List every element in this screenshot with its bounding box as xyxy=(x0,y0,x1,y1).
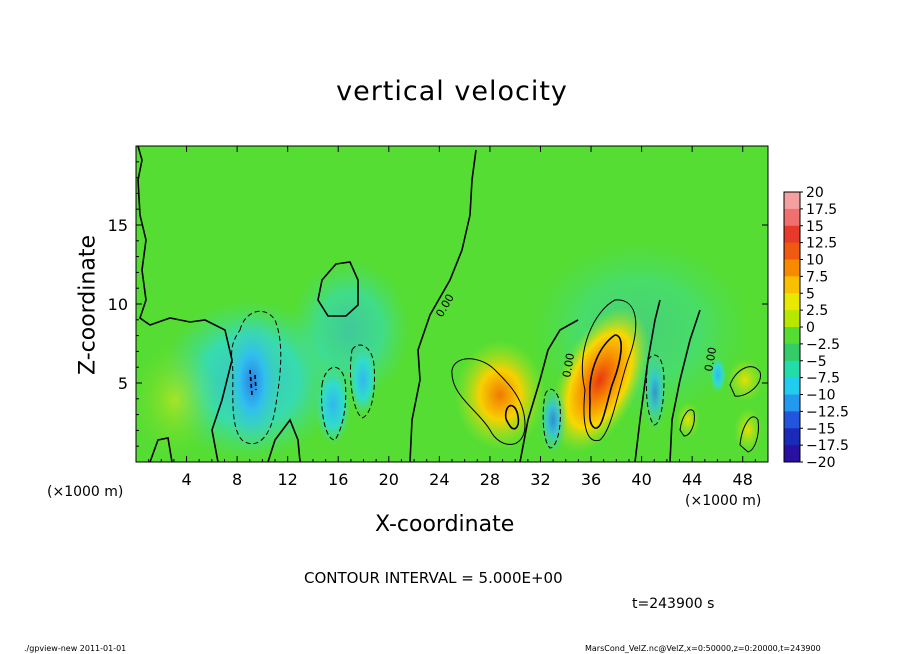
footer-right: MarsCond_VelZ.nc@VelZ,x=0:50000,z=0:2000… xyxy=(585,644,821,653)
velocity-field: 0.00 0.00 0.00 xyxy=(136,146,768,462)
colorbar-swatch-8 xyxy=(784,327,800,345)
colorbar-label-8: 0 xyxy=(806,320,815,336)
updraft-second xyxy=(455,340,545,450)
x-tick-label-24: 24 xyxy=(429,470,449,489)
x-tick-label-40: 40 xyxy=(631,470,651,489)
contour-neg-3 xyxy=(349,344,375,419)
contour-pos-second-inner xyxy=(504,404,520,430)
contour-neg-2 xyxy=(321,367,347,441)
colorbar-swatch-15 xyxy=(784,445,800,463)
colorbar-label-0: 20 xyxy=(806,185,824,201)
colorbar-swatch-12 xyxy=(784,394,800,412)
x-unit-label-left: (×1000 m) xyxy=(47,484,124,500)
y-tick-label-5: 5 xyxy=(118,374,128,393)
contour-zero-left xyxy=(137,146,233,462)
downdraft-second xyxy=(315,365,351,445)
colorbar-label-16: −20 xyxy=(806,455,836,471)
colorbar-label-5: 7.5 xyxy=(806,269,828,285)
contour-zero-bottom2 xyxy=(267,418,301,462)
contour-lines xyxy=(137,146,761,462)
contour-zero-right-a xyxy=(519,319,579,462)
contour-label-3: 0.00 xyxy=(702,346,719,372)
colorbar-swatch-11 xyxy=(784,377,800,395)
colorbar-swatch-2 xyxy=(784,225,800,244)
x-tick-label-28: 28 xyxy=(480,470,500,489)
contour-pos-main-outer xyxy=(581,299,637,442)
colorbar: 2017.51512.5107.552.50−2.5−5−7.5−10−12.5… xyxy=(783,185,849,471)
y-axis: 5 10 15 xyxy=(108,161,768,447)
updraft-right1 xyxy=(727,358,763,402)
colorbar-label-13: −12.5 xyxy=(806,404,849,420)
colorbar-swatch-5 xyxy=(784,276,800,294)
y-tick-label-15: 15 xyxy=(108,216,128,235)
colorbar-label-4: 10 xyxy=(806,253,824,269)
colorbar-swatch-13 xyxy=(784,411,800,429)
colorbar-label-10: −5 xyxy=(806,354,827,370)
time-label: t=243900 s xyxy=(632,596,715,612)
colorbar-swatch-0 xyxy=(784,192,800,210)
x-axis-label: X-coordinate xyxy=(375,512,515,537)
colorbar-swatch-3 xyxy=(784,242,800,260)
colorbar-swatch-4 xyxy=(784,259,800,277)
colorbar-label-3: 12.5 xyxy=(806,236,837,252)
colorbar-swatch-1 xyxy=(784,208,800,227)
x-unit-label-right: (×1000 m) xyxy=(685,493,762,509)
downdraft-sixth xyxy=(710,357,726,393)
yellow-tint-left xyxy=(136,340,220,460)
downdraft-third xyxy=(349,345,377,415)
contour-pos-main-inner xyxy=(588,334,622,429)
x-tick-label-8: 8 xyxy=(232,470,242,489)
x-tick-label-20: 20 xyxy=(379,470,399,489)
colorbar-swatch-6 xyxy=(784,293,800,311)
colorbar-swatch-14 xyxy=(784,428,800,446)
contour-zero-right-c xyxy=(669,309,701,462)
updraft-right2 xyxy=(734,408,762,452)
contour-neg-main-inner xyxy=(249,369,257,396)
colorbar-swatch-9 xyxy=(784,343,800,362)
y-tick-label-10: 10 xyxy=(108,295,128,314)
footer-left: ./gpview-new 2011-01-01 xyxy=(24,644,127,653)
colorbar-label-2: 15 xyxy=(806,219,824,235)
updraft-main xyxy=(551,307,649,453)
chart-title: vertical velocity xyxy=(336,76,568,107)
x-tick-label-12: 12 xyxy=(278,470,298,489)
updraft-right3 xyxy=(676,402,700,438)
contour-zero-bottom xyxy=(149,437,173,462)
downdraft-main xyxy=(220,312,284,452)
x-tick-label-48: 48 xyxy=(733,470,753,489)
contour-zero-loop xyxy=(317,261,359,317)
y-axis-label: Z-coordinate xyxy=(75,235,101,375)
contour-pos-right3 xyxy=(679,409,695,437)
contour-label-2: 0.00 xyxy=(560,352,577,378)
x-tick-label-32: 32 xyxy=(530,470,550,489)
colorbar-label-7: 2.5 xyxy=(806,303,828,319)
colorbar-swatch-7 xyxy=(784,310,800,328)
colorbar-label-14: −15 xyxy=(806,421,836,437)
colorbar-label-12: −10 xyxy=(806,388,836,404)
x-tick-label-4: 4 xyxy=(181,470,191,489)
contour-pos-right2 xyxy=(739,416,759,453)
downdraft-fourth xyxy=(539,385,567,455)
colorbar-label-6: 5 xyxy=(806,286,815,302)
colorbar-label-11: −7.5 xyxy=(806,371,840,387)
contour-zero-center xyxy=(409,149,477,462)
contour-neg-4 xyxy=(542,388,561,449)
contour-interval-label: CONTOUR INTERVAL = 5.000E+00 xyxy=(304,569,563,587)
contour-neg-5 xyxy=(645,354,665,426)
colorbar-label-1: 17.5 xyxy=(806,202,837,218)
colorbar-label-15: −17.5 xyxy=(806,438,849,454)
x-tick-label-44: 44 xyxy=(682,470,702,489)
contour-neg-main xyxy=(231,310,282,445)
x-axis: 4 8 12 16 20 24 28 32 36 40 44 48 xyxy=(148,146,756,489)
contour-pos-second xyxy=(451,358,526,445)
contour-pos-right1 xyxy=(729,366,761,397)
colorbar-swatch-10 xyxy=(784,360,800,379)
cyan-tint-mid xyxy=(290,260,410,400)
x-tick-label-36: 36 xyxy=(581,470,601,489)
colorbar-label-9: −2.5 xyxy=(806,337,840,353)
x-tick-label-16: 16 xyxy=(328,470,348,489)
